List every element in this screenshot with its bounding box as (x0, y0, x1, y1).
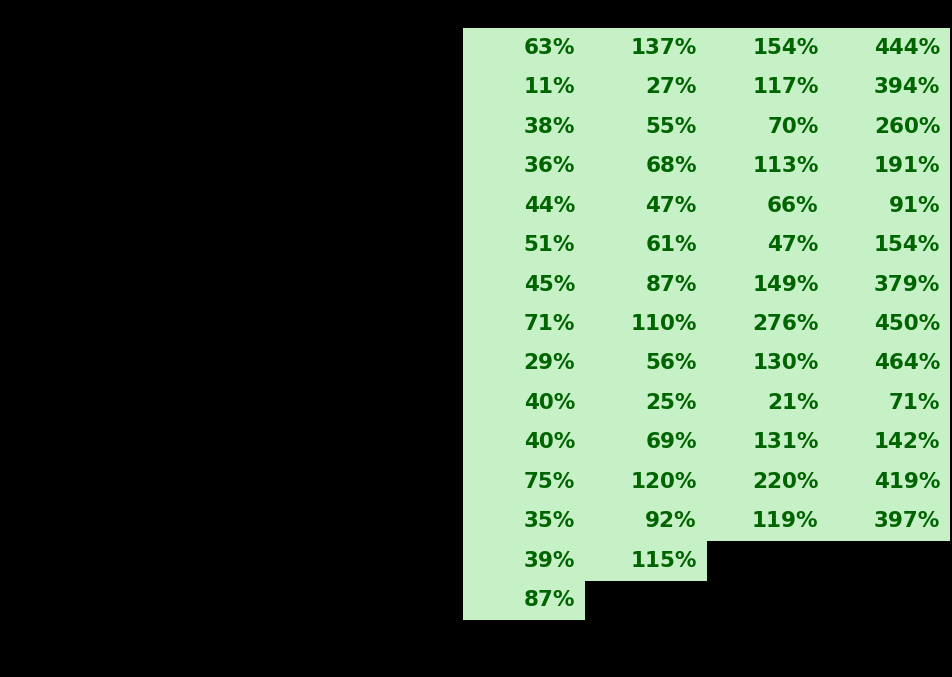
Text: 45%: 45% (524, 275, 575, 294)
Text: 115%: 115% (630, 551, 697, 571)
Bar (463, 28, 585, 620)
Text: 397%: 397% (874, 511, 941, 531)
Text: 47%: 47% (645, 196, 697, 215)
Text: 27%: 27% (645, 77, 697, 97)
Text: 70%: 70% (767, 116, 819, 137)
Text: 40%: 40% (524, 433, 575, 452)
Text: 11%: 11% (524, 77, 575, 97)
Text: 69%: 69% (645, 433, 697, 452)
Text: 87%: 87% (645, 275, 697, 294)
Text: 260%: 260% (874, 116, 941, 137)
Text: 450%: 450% (874, 314, 941, 334)
Text: 110%: 110% (630, 314, 697, 334)
Text: 444%: 444% (874, 38, 941, 58)
Bar (585, 28, 706, 581)
Text: 36%: 36% (524, 156, 575, 176)
Text: 51%: 51% (524, 235, 575, 255)
Text: 61%: 61% (645, 235, 697, 255)
Text: 47%: 47% (767, 235, 819, 255)
Text: 66%: 66% (767, 196, 819, 215)
Text: 119%: 119% (752, 511, 819, 531)
Bar (706, 28, 828, 541)
Text: 131%: 131% (752, 433, 819, 452)
Text: 113%: 113% (752, 156, 819, 176)
Text: 68%: 68% (645, 156, 697, 176)
Text: 91%: 91% (889, 196, 941, 215)
Text: 142%: 142% (874, 433, 941, 452)
Text: 21%: 21% (767, 393, 819, 413)
Text: 87%: 87% (524, 590, 575, 610)
Text: 379%: 379% (874, 275, 941, 294)
Text: 75%: 75% (524, 472, 575, 492)
Text: 55%: 55% (645, 116, 697, 137)
Text: 154%: 154% (874, 235, 941, 255)
Text: 117%: 117% (752, 77, 819, 97)
Text: 71%: 71% (524, 314, 575, 334)
Text: 394%: 394% (874, 77, 941, 97)
Text: 63%: 63% (524, 38, 575, 58)
Text: 154%: 154% (752, 38, 819, 58)
Text: 464%: 464% (874, 353, 941, 374)
Text: 149%: 149% (752, 275, 819, 294)
Bar (828, 28, 950, 541)
Text: 25%: 25% (645, 393, 697, 413)
Text: 29%: 29% (524, 353, 575, 374)
Text: 120%: 120% (630, 472, 697, 492)
Text: 137%: 137% (630, 38, 697, 58)
Text: 130%: 130% (752, 353, 819, 374)
Text: 56%: 56% (645, 353, 697, 374)
Text: 71%: 71% (889, 393, 941, 413)
Text: 191%: 191% (874, 156, 941, 176)
Text: 44%: 44% (524, 196, 575, 215)
Text: 419%: 419% (874, 472, 941, 492)
Text: 92%: 92% (645, 511, 697, 531)
Text: 220%: 220% (752, 472, 819, 492)
Text: 39%: 39% (524, 551, 575, 571)
Text: 276%: 276% (752, 314, 819, 334)
Text: 38%: 38% (524, 116, 575, 137)
Text: 35%: 35% (524, 511, 575, 531)
Text: 40%: 40% (524, 393, 575, 413)
